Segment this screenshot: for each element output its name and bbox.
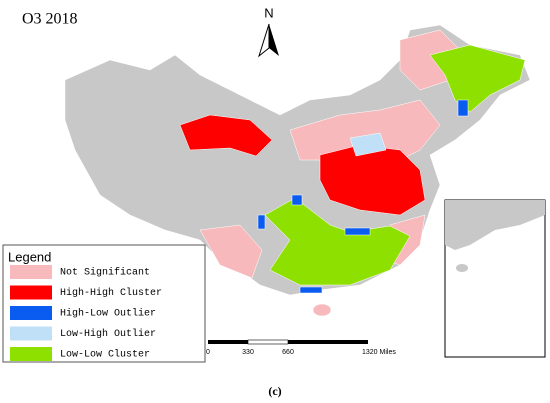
map-title: O3 2018 — [22, 11, 78, 28]
legend-label: Low-High Outlier — [60, 328, 156, 340]
island-hainan — [312, 303, 332, 317]
scale-segment — [288, 340, 368, 344]
inset-map — [444, 199, 546, 358]
scale-label: 660 — [282, 349, 294, 356]
legend-label: Low-Low Cluster — [60, 349, 150, 361]
legend-swatch — [10, 306, 52, 320]
legend-box — [2, 244, 206, 363]
inset-island — [456, 264, 468, 272]
legend: Legend Not Significant High-High Cluster H… — [2, 244, 206, 363]
region-high-low — [457, 99, 469, 117]
arrow-right — [269, 24, 279, 56]
north-label: N — [264, 5, 273, 20]
north-arrow: N — [258, 5, 279, 58]
legend-label: High-High Cluster — [60, 287, 162, 299]
region-high-low — [257, 214, 266, 230]
legend-label: Not Significant — [60, 267, 150, 279]
legend-swatch — [10, 265, 52, 279]
legend-label: High-Low Outlier — [60, 308, 156, 320]
map — [64, 24, 531, 317]
inset-land — [445, 200, 545, 250]
scale-segment — [247, 339, 289, 345]
legend-title: Legend — [8, 249, 51, 264]
legend-swatch — [10, 326, 52, 341]
region-low-high — [349, 132, 387, 157]
scale-label: 1320 Miles — [362, 349, 396, 356]
arrow-left — [258, 23, 270, 58]
region-low-low — [429, 44, 526, 113]
region-not-significant — [199, 224, 263, 279]
scale-label: 0 — [206, 349, 210, 356]
scale-segment — [208, 340, 248, 344]
legend-swatch — [10, 347, 52, 361]
region-high-low — [299, 286, 323, 294]
region-high-low — [344, 227, 371, 236]
scale-label: 330 — [242, 349, 254, 356]
caption: (c) — [268, 384, 281, 398]
region-high-low — [291, 194, 303, 206]
legend-swatch — [10, 285, 52, 300]
scale-bar: 0 330 660 1320 Miles — [206, 339, 396, 356]
region-high-high — [179, 114, 273, 157]
region-low-low — [264, 197, 411, 286]
